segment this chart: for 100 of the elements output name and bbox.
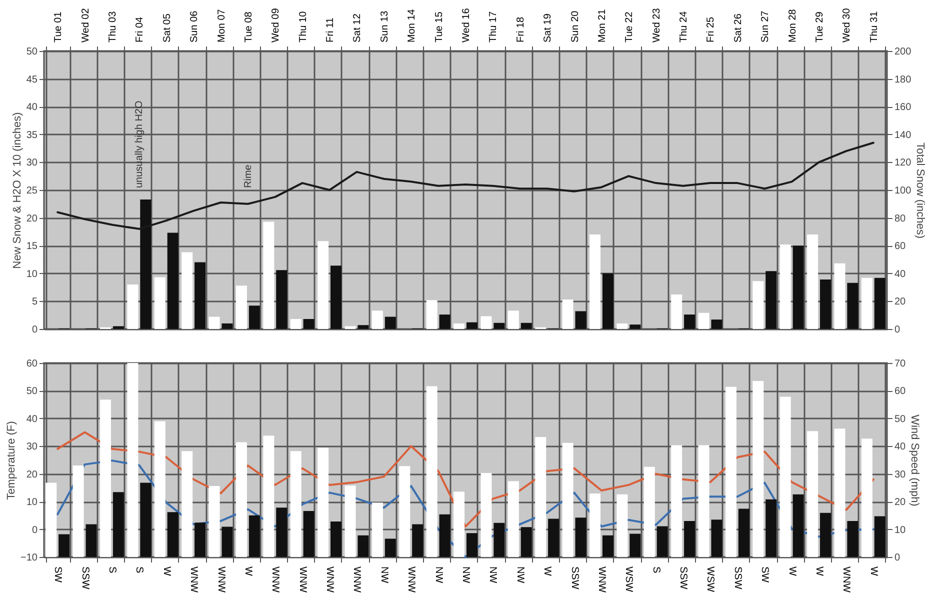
bar <box>698 445 710 557</box>
bar <box>616 494 628 557</box>
x-tick-label: WNW <box>351 566 362 594</box>
x-tick-label: S <box>650 566 662 574</box>
bar <box>384 316 396 329</box>
x-tick-label: Thu 31 <box>868 10 880 42</box>
x-tick-label: Sun 27 <box>760 10 772 42</box>
x-tick-label: Tue 29 <box>814 11 826 42</box>
y2-tick-label: 30 <box>894 469 906 480</box>
bar <box>548 518 560 557</box>
x-tick-label: SSW <box>678 566 689 590</box>
x-tick-label: NW <box>378 566 390 584</box>
bar <box>290 318 302 329</box>
bar <box>562 442 574 557</box>
y-tick-label: 50 <box>26 386 38 398</box>
x-tick-label: W <box>542 566 553 576</box>
bar <box>100 400 112 557</box>
bar <box>412 524 424 557</box>
y-tick-label: 10 <box>26 497 38 508</box>
bar <box>182 252 193 329</box>
x-tick-label: WNW <box>840 566 852 594</box>
bar <box>372 310 383 329</box>
x-tick-label: W <box>160 566 172 576</box>
y-tick-label: 30 <box>26 158 38 169</box>
y2-tick-label: 200 <box>894 46 912 58</box>
bar <box>508 310 519 329</box>
x-tick-label: Wed 09 <box>270 8 282 42</box>
x-tick-label: Mon 14 <box>406 8 418 42</box>
bar <box>426 386 438 557</box>
x-tick-label: Fri 18 <box>515 16 526 42</box>
bar <box>194 522 206 557</box>
bar <box>575 311 586 329</box>
bar <box>358 535 369 557</box>
x-tick-label: SSW <box>732 566 743 590</box>
bar <box>222 323 233 329</box>
bar <box>766 271 777 329</box>
bar <box>847 520 858 557</box>
x-tick-label: Wed 23 <box>651 8 662 42</box>
x-tick-label: Tue 01 <box>53 11 64 42</box>
y-tick-label: 10 <box>26 268 38 280</box>
x-tick-label: WNW <box>270 566 281 594</box>
x-tick-label: SW <box>52 566 64 584</box>
y2-tick-label: 180 <box>894 74 912 86</box>
bar <box>644 466 655 557</box>
x-tick-label: Mon 07 <box>216 8 228 42</box>
bar <box>399 466 410 557</box>
bar <box>752 381 764 557</box>
bar <box>466 322 478 329</box>
bar <box>792 246 804 329</box>
bar <box>834 428 846 557</box>
x-tick-label: WNW <box>596 566 607 594</box>
bar <box>112 492 124 557</box>
bar <box>303 510 314 557</box>
bar <box>208 316 220 329</box>
annotation: unusually high H2O <box>134 100 146 188</box>
bar <box>630 324 641 329</box>
bar <box>520 527 532 557</box>
x-tick-label: W <box>868 566 879 576</box>
bar <box>276 270 288 329</box>
bar <box>480 316 492 329</box>
bar <box>508 481 519 557</box>
bar <box>834 263 846 329</box>
x-tick-label: W <box>814 566 825 576</box>
x-tick-label: Fri 11 <box>325 17 336 42</box>
bar <box>766 499 777 557</box>
bar <box>874 278 886 329</box>
bar <box>602 273 614 329</box>
bar <box>738 508 750 557</box>
bar <box>480 473 492 557</box>
bar <box>46 482 57 557</box>
bar <box>752 281 764 329</box>
x-tick-label: W <box>242 566 254 576</box>
bar <box>780 396 791 557</box>
bar <box>72 466 84 557</box>
x-tick-label: WSW <box>623 566 634 593</box>
bar <box>671 445 682 557</box>
bar <box>236 442 247 557</box>
x-tick-label: NW <box>487 566 498 584</box>
bar <box>630 534 641 557</box>
y2-tick-label: 10 <box>894 524 906 536</box>
bar <box>426 300 438 329</box>
bar <box>276 508 288 557</box>
x-tick-label: Tue 22 <box>624 11 636 42</box>
bar <box>466 533 478 557</box>
bar <box>725 386 736 557</box>
x-tick-label: Sat 12 <box>352 13 364 42</box>
y-tick-label: 60 <box>26 358 38 370</box>
y-axis-title: New Snow & H2O X 10 (inches) <box>11 112 24 269</box>
bar <box>590 234 600 329</box>
bar <box>112 326 124 329</box>
x-tick-label: SSW <box>568 566 580 590</box>
bar <box>182 451 193 557</box>
x-tick-label: WNW <box>406 566 417 594</box>
bar <box>58 534 70 557</box>
x-tick-label: Fri 25 <box>706 16 717 42</box>
bar <box>127 284 138 329</box>
bar <box>330 522 342 557</box>
x-tick-label: Sun 20 <box>570 10 581 42</box>
y-tick-label: 0 <box>32 324 38 336</box>
bar <box>208 486 220 557</box>
